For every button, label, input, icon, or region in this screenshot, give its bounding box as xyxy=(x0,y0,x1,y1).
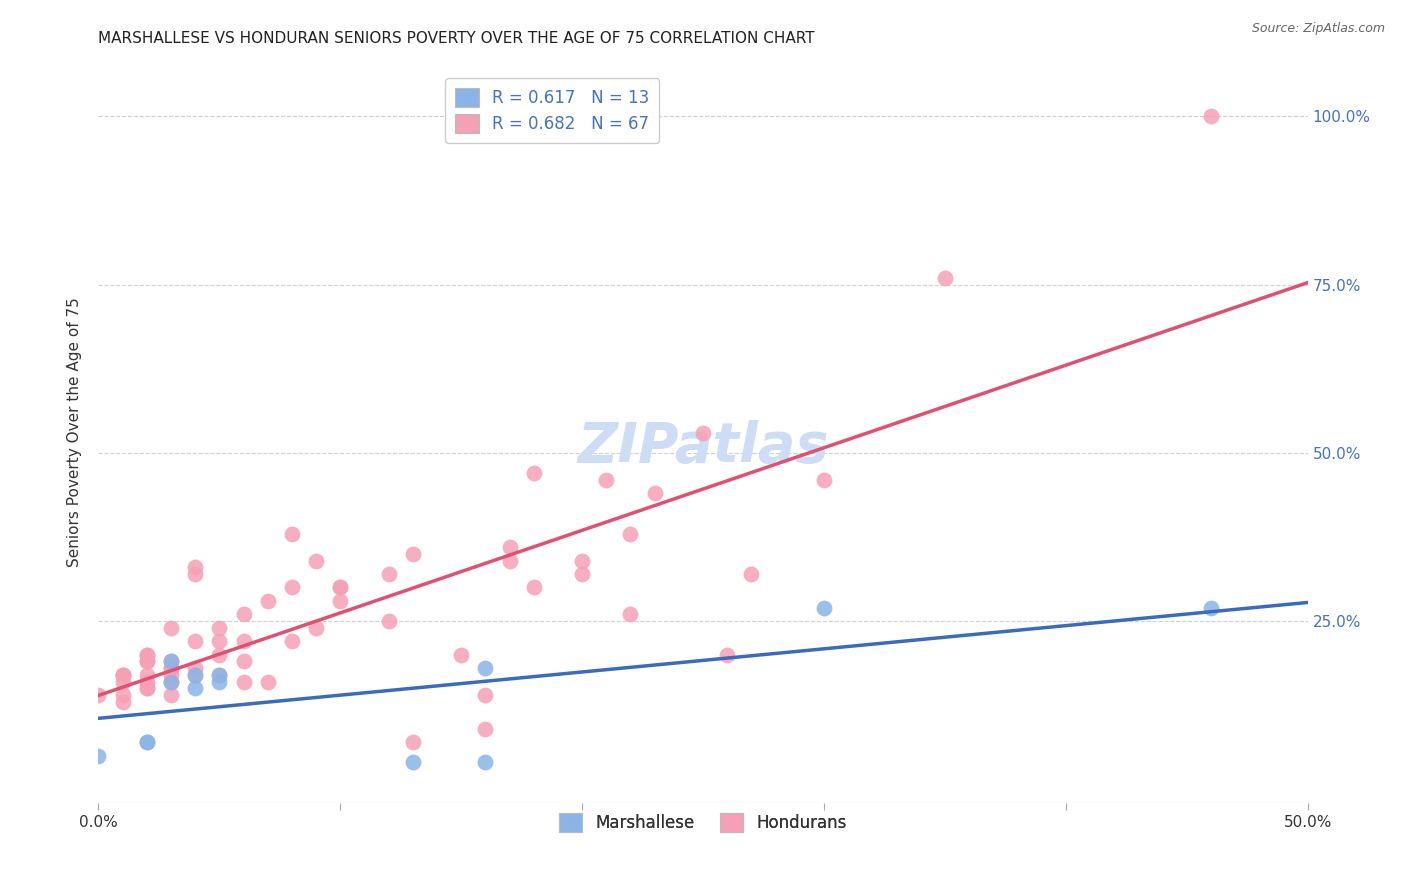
Point xyxy=(402,735,425,749)
Point xyxy=(184,681,207,696)
Point xyxy=(450,648,472,662)
Y-axis label: Seniors Poverty Over the Age of 75: Seniors Poverty Over the Age of 75 xyxy=(67,298,83,567)
Point xyxy=(135,648,157,662)
Point xyxy=(160,655,183,669)
Point xyxy=(111,668,134,682)
Point xyxy=(934,270,956,285)
Point xyxy=(208,621,231,635)
Point xyxy=(208,648,231,662)
Point xyxy=(135,655,157,669)
Point xyxy=(111,668,134,682)
Point xyxy=(160,688,183,702)
Point xyxy=(329,594,352,608)
Point xyxy=(281,634,304,648)
Point xyxy=(208,674,231,689)
Point xyxy=(135,681,157,696)
Point xyxy=(87,748,110,763)
Point xyxy=(135,674,157,689)
Point xyxy=(740,566,762,581)
Point xyxy=(111,674,134,689)
Point xyxy=(571,553,593,567)
Point xyxy=(135,655,157,669)
Point xyxy=(135,681,157,696)
Point xyxy=(377,566,399,581)
Point xyxy=(595,473,617,487)
Point xyxy=(184,661,207,675)
Point xyxy=(571,566,593,581)
Point xyxy=(256,594,278,608)
Point xyxy=(232,607,254,622)
Point xyxy=(813,600,835,615)
Point xyxy=(184,668,207,682)
Point xyxy=(111,695,134,709)
Point xyxy=(402,756,425,770)
Point xyxy=(184,668,207,682)
Point xyxy=(232,674,254,689)
Point xyxy=(184,634,207,648)
Point xyxy=(474,756,496,770)
Point xyxy=(619,607,641,622)
Point xyxy=(644,486,666,500)
Point xyxy=(1199,109,1222,123)
Point xyxy=(1199,600,1222,615)
Point xyxy=(281,581,304,595)
Point xyxy=(474,688,496,702)
Point xyxy=(208,668,231,682)
Point xyxy=(160,668,183,682)
Point xyxy=(135,735,157,749)
Point xyxy=(232,655,254,669)
Point xyxy=(160,674,183,689)
Point xyxy=(523,466,546,480)
Point xyxy=(160,674,183,689)
Point xyxy=(160,661,183,675)
Point xyxy=(160,655,183,669)
Point xyxy=(619,526,641,541)
Point xyxy=(692,425,714,440)
Point xyxy=(716,648,738,662)
Point xyxy=(813,473,835,487)
Point xyxy=(208,668,231,682)
Point xyxy=(111,668,134,682)
Point xyxy=(135,735,157,749)
Point xyxy=(135,648,157,662)
Legend: Marshallese, Hondurans: Marshallese, Hondurans xyxy=(553,806,853,838)
Point xyxy=(87,688,110,702)
Point xyxy=(111,688,134,702)
Point xyxy=(474,661,496,675)
Point xyxy=(135,668,157,682)
Point xyxy=(208,634,231,648)
Point xyxy=(498,540,520,554)
Point xyxy=(402,547,425,561)
Point xyxy=(232,634,254,648)
Point xyxy=(160,661,183,675)
Point xyxy=(498,553,520,567)
Point xyxy=(329,581,352,595)
Point xyxy=(305,621,328,635)
Text: MARSHALLESE VS HONDURAN SENIORS POVERTY OVER THE AGE OF 75 CORRELATION CHART: MARSHALLESE VS HONDURAN SENIORS POVERTY … xyxy=(98,31,815,46)
Point xyxy=(474,722,496,736)
Point xyxy=(329,581,352,595)
Point xyxy=(305,553,328,567)
Text: Source: ZipAtlas.com: Source: ZipAtlas.com xyxy=(1251,22,1385,36)
Point xyxy=(377,614,399,628)
Point xyxy=(160,621,183,635)
Point xyxy=(281,526,304,541)
Point xyxy=(184,560,207,574)
Point xyxy=(184,566,207,581)
Text: ZIPatlas: ZIPatlas xyxy=(578,420,828,475)
Point xyxy=(523,581,546,595)
Point xyxy=(256,674,278,689)
